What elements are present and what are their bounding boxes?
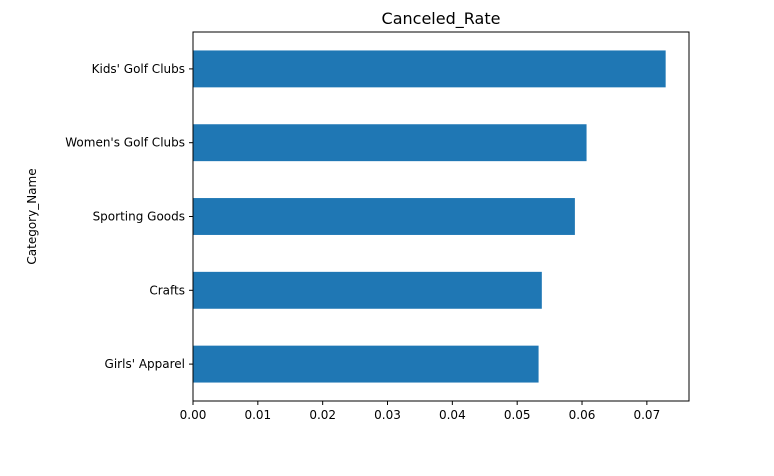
chart-title: Canceled_Rate — [382, 9, 501, 29]
y-tick-label: Women's Golf Clubs — [65, 136, 185, 150]
x-tick-label: 0.03 — [374, 408, 401, 422]
bar — [193, 124, 587, 162]
bar — [193, 198, 575, 235]
x-tick-label: 0.06 — [569, 408, 596, 422]
x-axis-ticks: 0.00 0.01 0.02 0.03 0.04 0.05 0.06 0.07 — [180, 401, 660, 422]
y-tick-label: Sporting Goods — [93, 210, 185, 224]
plot-frame — [192, 31, 690, 402]
bar — [193, 50, 666, 88]
y-axis-label: Category_Name — [25, 168, 39, 264]
y-axis-ticks: Girls' Apparel Crafts Sporting Goods Women'… — [65, 62, 193, 371]
x-tick-label: 0.05 — [504, 408, 531, 422]
bar — [193, 345, 539, 383]
x-tick-label: 0.01 — [244, 408, 271, 422]
y-tick-label: Crafts — [149, 283, 185, 297]
y-tick-label: Girls' Apparel — [105, 357, 185, 371]
x-tick-label: 0.02 — [309, 408, 336, 422]
x-tick-label: 0.04 — [439, 408, 466, 422]
bar — [193, 271, 542, 309]
x-tick-label: 0.07 — [633, 408, 660, 422]
bars-layer — [193, 50, 666, 383]
y-tick-label: Kids' Golf Clubs — [92, 62, 185, 76]
x-tick-label: 0.00 — [180, 408, 207, 422]
